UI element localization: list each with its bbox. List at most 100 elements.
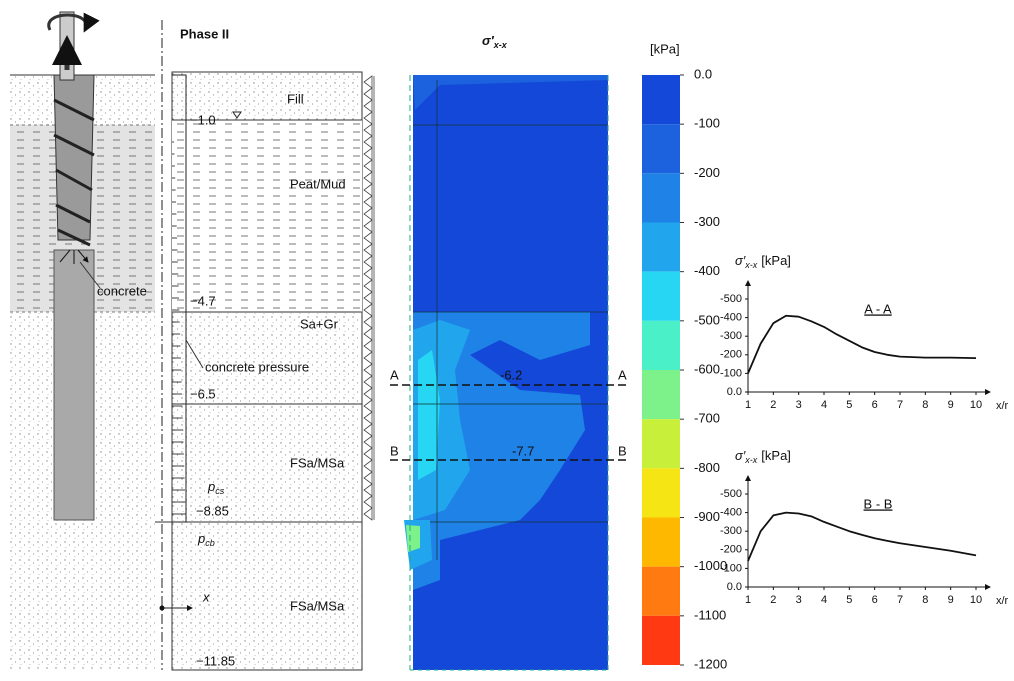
support — [363, 399, 375, 413]
support — [363, 507, 375, 521]
depth-label: −6.5 — [190, 386, 216, 401]
support — [363, 435, 375, 449]
support — [363, 291, 375, 305]
colorbar-band — [642, 517, 680, 567]
x-tick-label: 10 — [970, 594, 982, 606]
y-tick-label: -500 — [720, 293, 742, 305]
data-line — [747, 511, 977, 562]
colorbar-label: -1200 — [694, 656, 727, 671]
y-tick-label: -200 — [720, 349, 742, 361]
y-tick-label: -400 — [720, 312, 742, 324]
support — [363, 147, 375, 161]
x-tick-label: 2 — [770, 399, 776, 411]
x-tick-label: 6 — [872, 399, 878, 411]
colorbar-band — [642, 222, 680, 272]
left-schematic: concrete — [10, 11, 155, 670]
x-tick-label: 4 — [821, 399, 827, 411]
x-tick-label: 5 — [846, 594, 852, 606]
x-tick-label: 1 — [745, 594, 751, 606]
depth-label: −11.85 — [196, 653, 235, 668]
x-tick-label: 3 — [796, 594, 802, 606]
pressure-symbol-base: p — [197, 531, 205, 546]
pressure-symbol-base: p — [207, 479, 215, 494]
layer-label: FSa/MSa — [290, 455, 345, 470]
concrete-label: concrete — [97, 283, 147, 298]
support — [363, 411, 375, 425]
support — [363, 387, 375, 401]
support — [363, 351, 375, 365]
support — [363, 339, 375, 353]
support — [363, 243, 375, 257]
colorbar-band — [642, 75, 680, 125]
colorbar-unit: [kPa] — [650, 41, 680, 56]
support — [363, 363, 375, 377]
colorbar-label: -1000 — [694, 558, 727, 573]
support — [363, 255, 375, 269]
phase-schematic — [155, 20, 363, 671]
colorbar-band — [642, 566, 680, 616]
layer-label: FSa/MSa — [290, 598, 345, 613]
x-tick-label: 3 — [796, 399, 802, 411]
support — [363, 207, 375, 221]
contour-title-base: σ′ — [482, 33, 495, 48]
x-tick-label: 9 — [948, 594, 954, 606]
pressure-label: concrete pressure — [205, 359, 309, 374]
y-tick-label: -500 — [720, 488, 742, 500]
leader — [185, 339, 204, 369]
colorbar-label: -100 — [694, 116, 720, 131]
colorbar-band — [642, 271, 680, 321]
x-tick-label: 10 — [970, 399, 982, 411]
x-tick-label: 7 — [897, 399, 903, 411]
y-axis-label: σ′x-x [kPa] — [735, 253, 791, 270]
support — [363, 327, 375, 341]
phase-title: Phase II — [180, 26, 229, 41]
y-axis-label-sub: x-x — [744, 455, 757, 465]
pressure-symbol: pcs — [207, 479, 225, 496]
colorbar-label: -400 — [694, 263, 720, 278]
x-tick-label: 9 — [948, 399, 954, 411]
support — [363, 171, 375, 185]
depth-label: −8.85 — [196, 503, 229, 518]
layer-label: Fill — [287, 91, 304, 106]
section-level: -6.2 — [500, 367, 522, 382]
support — [363, 315, 375, 329]
colorbar-label: -600 — [694, 361, 720, 376]
y-tick-label: -300 — [720, 525, 742, 537]
x-tick-label: 5 — [846, 399, 852, 411]
y-tick-label: -200 — [720, 544, 742, 556]
pressure-symbol-sub: cs — [215, 486, 225, 496]
y-tick-label: -400 — [720, 507, 742, 519]
support — [363, 99, 375, 113]
axis-symbol: x — [202, 589, 210, 604]
x-tick-label: 1 — [745, 399, 751, 411]
support — [363, 267, 375, 281]
colorbar-label: -900 — [694, 509, 720, 524]
colorbar-label: -200 — [694, 165, 720, 180]
colorbar-label: 0.0 — [694, 66, 712, 81]
support — [363, 195, 375, 209]
pressure-symbol: pcb — [197, 531, 215, 548]
data-line — [747, 314, 977, 374]
contour-title-sub: x-x — [493, 40, 508, 50]
pressure-symbol-sub: cb — [205, 538, 215, 548]
colorbar-band — [642, 615, 680, 665]
support — [363, 111, 375, 125]
support — [363, 123, 375, 137]
support — [363, 135, 375, 149]
x-tick-label: 2 — [770, 594, 776, 606]
y-axis-label-base: σ′ — [735, 448, 746, 463]
colorbar-label: -800 — [694, 460, 720, 475]
x-tick-label: 4 — [821, 594, 827, 606]
section-level: -7.7 — [512, 443, 534, 458]
support — [363, 231, 375, 245]
colorbar-label: -300 — [694, 214, 720, 229]
y-axis-label-unit: [kPa] — [761, 448, 791, 463]
y-tick-label: -100 — [720, 562, 742, 574]
support — [363, 495, 375, 509]
y-axis-label-unit: [kPa] — [761, 253, 791, 268]
colorbar-band — [642, 370, 680, 420]
support — [363, 459, 375, 473]
support — [363, 471, 375, 485]
colorbar-label: -700 — [694, 411, 720, 426]
